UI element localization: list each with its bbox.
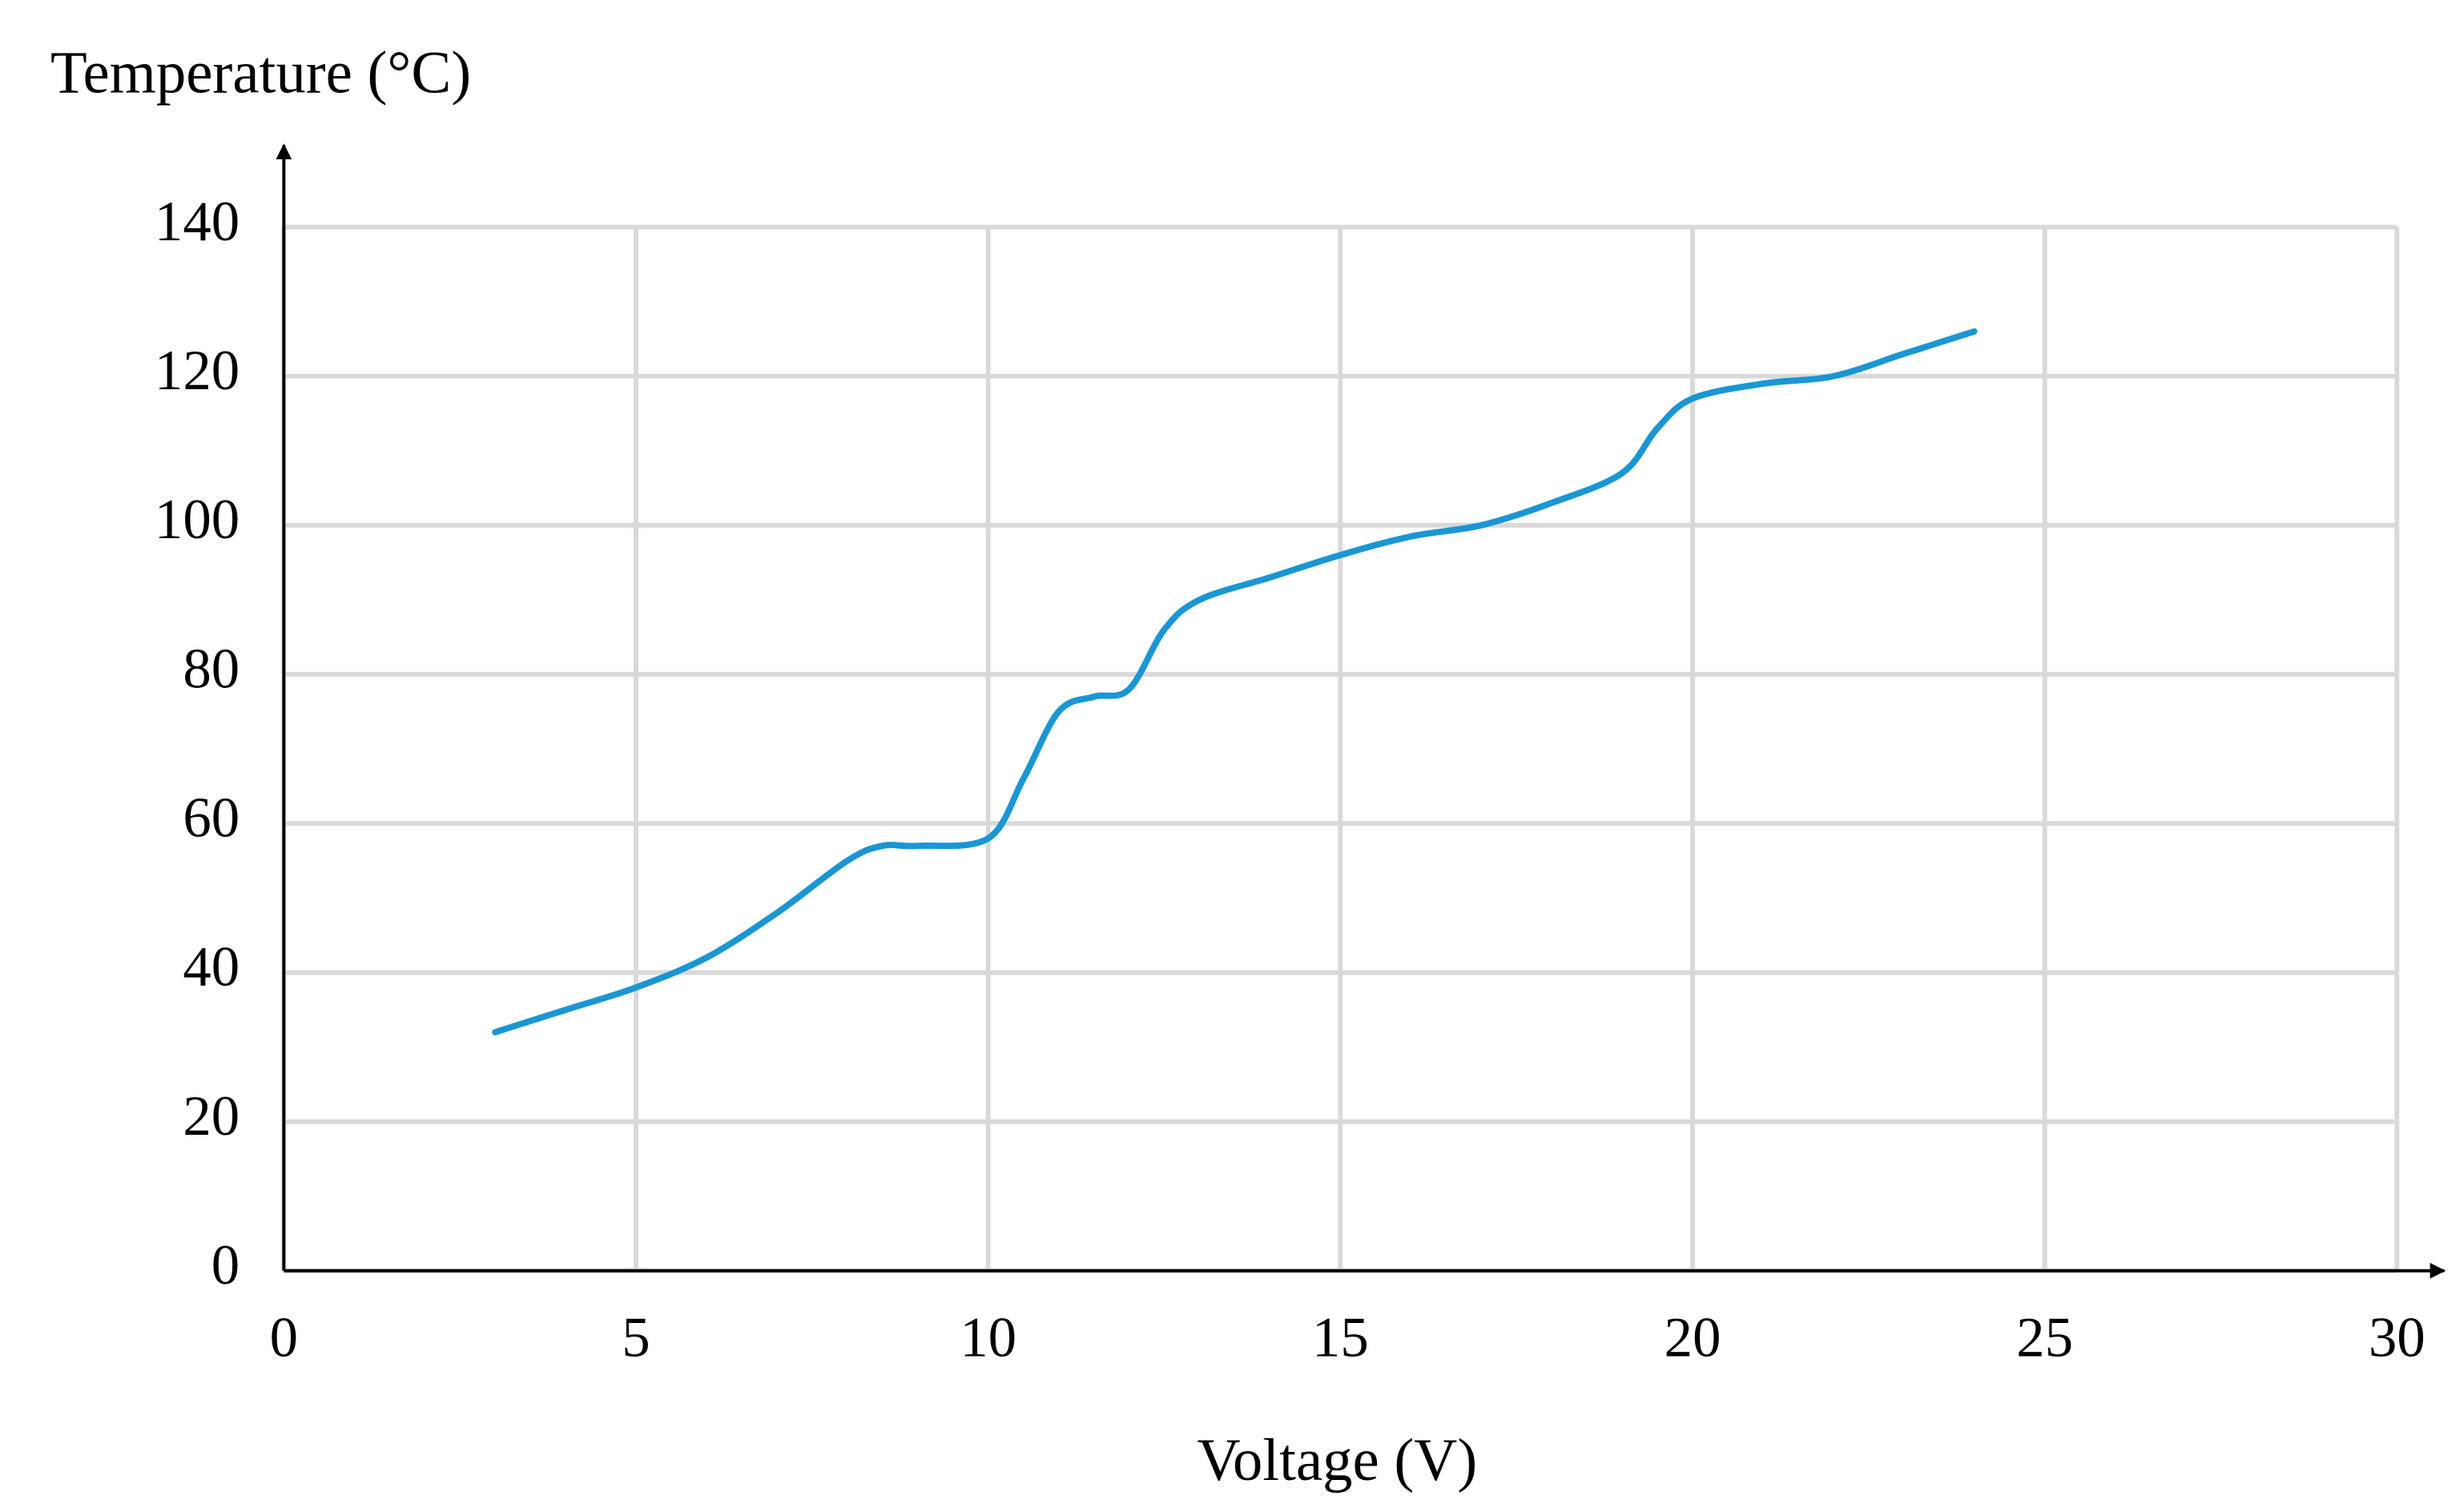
y-tick-label: 60 xyxy=(183,786,240,849)
x-axis-title: Voltage (V) xyxy=(1198,1427,1478,1494)
x-tick-label: 15 xyxy=(1312,1307,1369,1369)
y-tick-label: 0 xyxy=(211,1234,240,1297)
x-tick-label: 20 xyxy=(1665,1307,1721,1369)
x-tick-label: 30 xyxy=(2369,1307,2426,1369)
y-tick-label: 140 xyxy=(155,191,240,253)
axes xyxy=(276,143,2446,1279)
y-tick-label: 120 xyxy=(155,340,240,402)
y-tick-label: 80 xyxy=(183,637,240,700)
y-tick-label: 100 xyxy=(155,489,240,551)
data-line xyxy=(492,328,1978,1035)
x-tick-label: 10 xyxy=(960,1307,1017,1369)
x-tick-label: 0 xyxy=(270,1307,298,1369)
grid xyxy=(281,224,2400,1273)
y-tick-label: 40 xyxy=(183,936,240,999)
x-tick-label: 25 xyxy=(2016,1307,2073,1369)
x-tick-label: 5 xyxy=(622,1307,650,1369)
y-tick-label: 20 xyxy=(183,1085,240,1148)
y-axis-title: Temperature (°C) xyxy=(50,40,471,107)
